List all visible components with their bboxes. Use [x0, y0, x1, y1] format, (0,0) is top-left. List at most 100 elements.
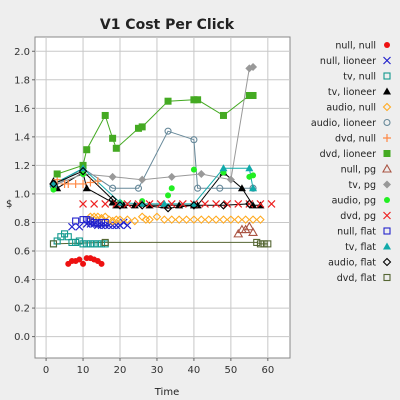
- data-point-audio-null: [137, 212, 147, 222]
- data-point-tv-flat: [138, 199, 147, 207]
- data-point-audio-lioneer: [190, 136, 198, 144]
- data-point-audio-lioneer: [134, 184, 143, 192]
- data-point-tv-null: [97, 240, 106, 248]
- data-point-null-pg: [240, 224, 251, 234]
- y-tick-label: 1.2: [14, 161, 30, 172]
- data-point-audio-null: [197, 215, 206, 224]
- data-point-audio-pg: [250, 172, 257, 179]
- x-tick-label: 20: [114, 365, 127, 376]
- data-point-audio-flat: [219, 201, 228, 210]
- x-tick-label: 30: [151, 365, 164, 376]
- legend-label-null-lioneer: null, lioneer: [320, 56, 376, 67]
- y-tick-label: 1.8: [14, 75, 30, 86]
- data-point-tv-pg: [197, 169, 206, 178]
- legend-label-tv-null: tv, null: [343, 72, 376, 83]
- data-point-audio-null: [141, 215, 151, 224]
- legend-marker-dvd-null: [383, 134, 391, 142]
- data-point-null-null: [80, 260, 87, 267]
- legend-label-tv-flat: tv, flat: [345, 242, 376, 253]
- data-point-dvd-null: [71, 179, 80, 188]
- data-point-null-flat: [97, 218, 106, 227]
- series-dvd-flat: [49, 238, 272, 248]
- data-point-dvd-flat: [253, 238, 261, 246]
- data-point-dvd-lioneer: [53, 170, 61, 178]
- data-point-audio-flat: [78, 166, 88, 176]
- legend-marker-dvd-pg: [383, 211, 391, 220]
- y-tick-label: 1.4: [14, 132, 30, 143]
- legend-marker-null-null: [384, 42, 390, 48]
- x-tick-label: 40: [188, 365, 201, 376]
- legend-label-audio-lioneer: audio, lioneer: [311, 118, 376, 129]
- data-point-tv-null: [90, 240, 98, 248]
- y-tick-label: 0.6: [14, 247, 30, 258]
- y-tick-label: 0.4: [14, 275, 30, 286]
- data-point-null-null: [76, 256, 83, 263]
- series-audio-null: [86, 212, 265, 226]
- data-point-dvd-lioneer: [194, 96, 202, 104]
- data-point-audio-null: [174, 215, 184, 224]
- data-point-dvd-null: [79, 179, 88, 188]
- data-point-dvd-null: [64, 179, 73, 188]
- legend-label-tv-pg: tv, pg: [349, 180, 376, 191]
- data-point-null-flat: [94, 220, 102, 228]
- data-point-tv-lioneer: [82, 184, 91, 192]
- series-audio-flat: [49, 166, 254, 213]
- data-point-dvd-flat: [256, 240, 264, 248]
- data-point-tv-lioneer: [130, 201, 139, 209]
- data-point-audio-null: [86, 212, 95, 222]
- series-null-flat: [72, 216, 109, 228]
- y-tick-label: 0.2: [14, 304, 30, 315]
- data-point-audio-null: [182, 215, 191, 224]
- data-point-audio-null: [248, 215, 258, 224]
- data-point-dvd-lioneer: [249, 91, 257, 99]
- plot-area: [34, 36, 291, 359]
- legend-marker-null-pg: [382, 163, 392, 173]
- data-point-audio-null: [204, 215, 213, 224]
- data-point-audio-null: [130, 216, 140, 226]
- data-point-tv-null: [83, 240, 91, 248]
- data-point-tv-pg: [226, 175, 235, 184]
- y-tick-label: 1.6: [14, 104, 30, 115]
- x-tick-label: 50: [225, 365, 238, 376]
- legend-marker-tv-pg: [383, 180, 391, 189]
- x-tick-label: 0: [43, 365, 49, 376]
- data-point-tv-null: [94, 240, 102, 248]
- data-point-dvd-pg: [234, 199, 243, 208]
- data-point-dvd-null: [86, 178, 95, 187]
- legend-marker-tv-lioneer: [383, 87, 391, 95]
- data-point-audio-null: [189, 215, 199, 224]
- data-point-null-flat: [83, 216, 91, 224]
- legend-marker-dvd-flat: [383, 273, 391, 282]
- legend-label-null-pg: null, pg: [341, 165, 376, 176]
- data-point-dvd-pg: [223, 199, 232, 208]
- legend-label-dvd-flat: dvd, flat: [337, 273, 377, 284]
- data-point-audio-null: [123, 215, 132, 224]
- data-point-audio-pg: [190, 166, 197, 173]
- legend-marker-dvd-lioneer: [383, 150, 391, 157]
- data-point-audio-lioneer: [216, 184, 224, 192]
- data-point-null-flat: [79, 216, 87, 224]
- data-point-null-lioneer: [123, 221, 132, 230]
- data-point-audio-null: [226, 215, 236, 224]
- y-tick-label: 0.0: [14, 332, 30, 343]
- data-point-dvd-lioneer: [138, 123, 146, 131]
- data-point-null-flat: [86, 217, 94, 225]
- data-point-null-flat: [101, 218, 109, 227]
- y-axis-label: $: [6, 199, 12, 210]
- data-point-tv-lioneer: [249, 201, 258, 209]
- data-point-null-lioneer: [108, 221, 117, 230]
- data-point-dvd-lioneer: [164, 97, 172, 105]
- data-point-audio-pg: [50, 186, 57, 193]
- data-point-tv-lioneer: [175, 201, 184, 209]
- data-point-tv-flat: [160, 199, 169, 207]
- data-point-dvd-flat: [101, 238, 109, 246]
- data-point-audio-null: [89, 212, 99, 222]
- data-point-dvd-lioneer: [112, 144, 120, 152]
- data-point-null-lioneer: [82, 219, 91, 228]
- data-point-dvd-lioneer: [219, 111, 227, 119]
- data-point-audio-null: [108, 216, 117, 226]
- legend-label-dvd-pg: dvd, pg: [340, 211, 376, 222]
- x-axis-label: Time: [154, 387, 179, 398]
- x-tick-label: 10: [77, 365, 90, 376]
- data-point-audio-null: [167, 215, 177, 224]
